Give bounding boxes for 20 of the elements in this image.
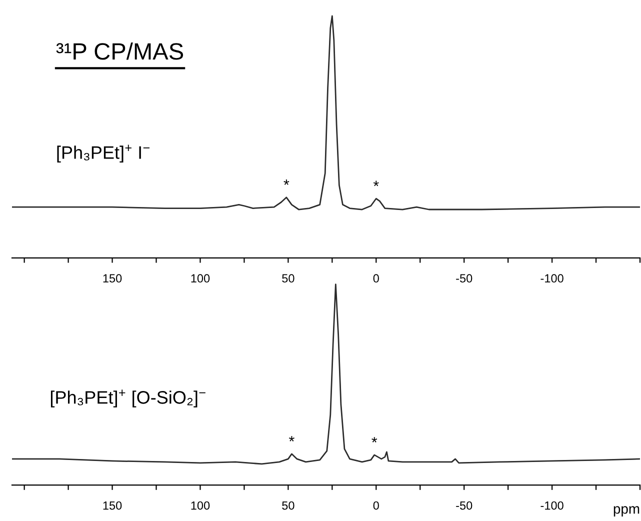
x-tick-label: 50 bbox=[282, 501, 294, 510]
x-tick-label: -100 bbox=[540, 274, 564, 283]
annotation: [Ph₃PEt]$^{+}$ [O-SiO₂]$^{−}$ bbox=[50, 390, 206, 408]
x-tick-label: -50 bbox=[456, 501, 472, 510]
x-tick-label: 100 bbox=[191, 274, 210, 283]
text: ³¹P CP/MAS bbox=[56, 42, 184, 60]
x-tick-label: 150 bbox=[103, 274, 122, 283]
x-tick-label: 50 bbox=[282, 274, 294, 283]
x-tick-label: 150 bbox=[103, 501, 122, 510]
x-tick-label: 0 bbox=[373, 274, 379, 283]
x-tick-label: -50 bbox=[456, 274, 472, 283]
annotation: [Ph₃PEt]$^{+}$ I$^{−}$ bbox=[57, 144, 150, 163]
annotation: * bbox=[288, 436, 294, 442]
x-tick-label: 100 bbox=[191, 501, 210, 510]
x-axis-title: ppm bbox=[614, 506, 640, 517]
annotation: * bbox=[372, 437, 378, 442]
x-tick-label: 0 bbox=[373, 501, 379, 510]
annotation: * bbox=[284, 180, 290, 185]
annotation: * bbox=[373, 180, 379, 186]
x-tick-label: -100 bbox=[540, 501, 564, 510]
